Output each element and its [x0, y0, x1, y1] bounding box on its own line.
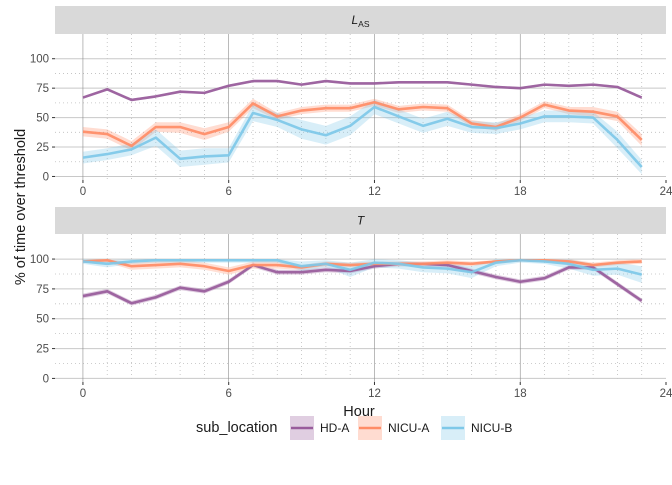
y-tick-label: 100	[30, 254, 49, 266]
series-line-hd-a	[82, 262, 643, 305]
panel-strip	[55, 207, 666, 234]
series-line-nicu-a	[82, 100, 643, 148]
x-tick-label: 18	[514, 186, 527, 198]
x-tick-label: 12	[368, 388, 381, 400]
y-tick-label: 0	[43, 373, 49, 385]
y-tick-label: 75	[36, 83, 49, 95]
y-tick-label: 25	[36, 344, 49, 356]
legend-label: NICU-B	[471, 421, 512, 435]
y-tick-label: 0	[43, 171, 49, 183]
y-tick-label: 75	[36, 284, 49, 296]
panel-strip-label: LAS	[351, 13, 369, 29]
y-tick-label: 50	[36, 113, 49, 125]
series-line-hd-a	[82, 79, 643, 102]
y-tick-label: 50	[36, 314, 49, 326]
x-tick-label: 6	[226, 388, 232, 400]
panel-strip	[55, 6, 666, 34]
legend-item-nicu-a: NICU-A	[358, 416, 429, 440]
series-line-nicu-a	[82, 258, 642, 273]
legend-item-hd-a: HD-A	[290, 416, 349, 440]
legend-title: sub_location	[196, 420, 277, 436]
y-tick-label: 25	[36, 142, 49, 154]
series-line-nicu-b	[82, 258, 643, 276]
x-axis-title: Hour	[343, 404, 375, 420]
x-tick-label: 18	[514, 388, 527, 400]
y-axis-title: % of time over threshold	[13, 129, 29, 285]
band-nicu-b	[82, 259, 642, 283]
x-tick-label: 12	[368, 186, 381, 198]
x-tick-label: 24	[660, 388, 672, 400]
panel-2: T 0 25 50 75 100 0 6 12 18 24	[30, 207, 672, 400]
y-tick-label: 100	[30, 54, 49, 66]
legend-label: HD-A	[320, 421, 349, 435]
panel-strip-label: T	[357, 214, 366, 228]
x-tick-label: 24	[660, 186, 672, 198]
legend-label: NICU-A	[388, 421, 429, 435]
panel-1: LAS 0 25 50 75 100 0 6 12 18 24	[30, 6, 672, 198]
series-line-nicu-b	[82, 105, 643, 168]
x-tick-label: 0	[80, 186, 86, 198]
band-nicu-b	[82, 99, 642, 175]
legend: HD-A NICU-A NICU-B	[290, 416, 512, 440]
x-tick-label: 0	[80, 388, 86, 400]
legend-item-nicu-b: NICU-B	[441, 416, 512, 440]
x-tick-label: 6	[226, 186, 232, 198]
